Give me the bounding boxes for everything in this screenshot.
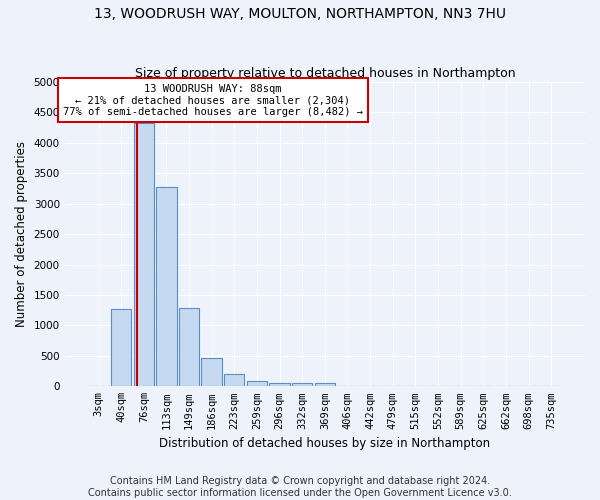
Text: 13, WOODRUSH WAY, MOULTON, NORTHAMPTON, NN3 7HU: 13, WOODRUSH WAY, MOULTON, NORTHAMPTON, … (94, 8, 506, 22)
Bar (247, 381, 267, 386)
Bar (179, 308, 199, 386)
Bar (156, 188, 176, 386)
Bar (292, 383, 313, 386)
Bar (134, 123, 154, 386)
Title: Size of property relative to detached houses in Northampton: Size of property relative to detached ho… (134, 66, 515, 80)
X-axis label: Distribution of detached houses by size in Northampton: Distribution of detached houses by size … (159, 437, 490, 450)
Bar (314, 384, 335, 386)
Bar (269, 382, 290, 386)
Bar (224, 374, 244, 386)
Bar (202, 358, 222, 386)
Bar (111, 309, 131, 386)
Text: 13 WOODRUSH WAY: 88sqm
← 21% of detached houses are smaller (2,304)
77% of semi-: 13 WOODRUSH WAY: 88sqm ← 21% of detached… (63, 84, 363, 117)
Y-axis label: Number of detached properties: Number of detached properties (15, 141, 28, 327)
Text: Contains HM Land Registry data © Crown copyright and database right 2024.
Contai: Contains HM Land Registry data © Crown c… (88, 476, 512, 498)
